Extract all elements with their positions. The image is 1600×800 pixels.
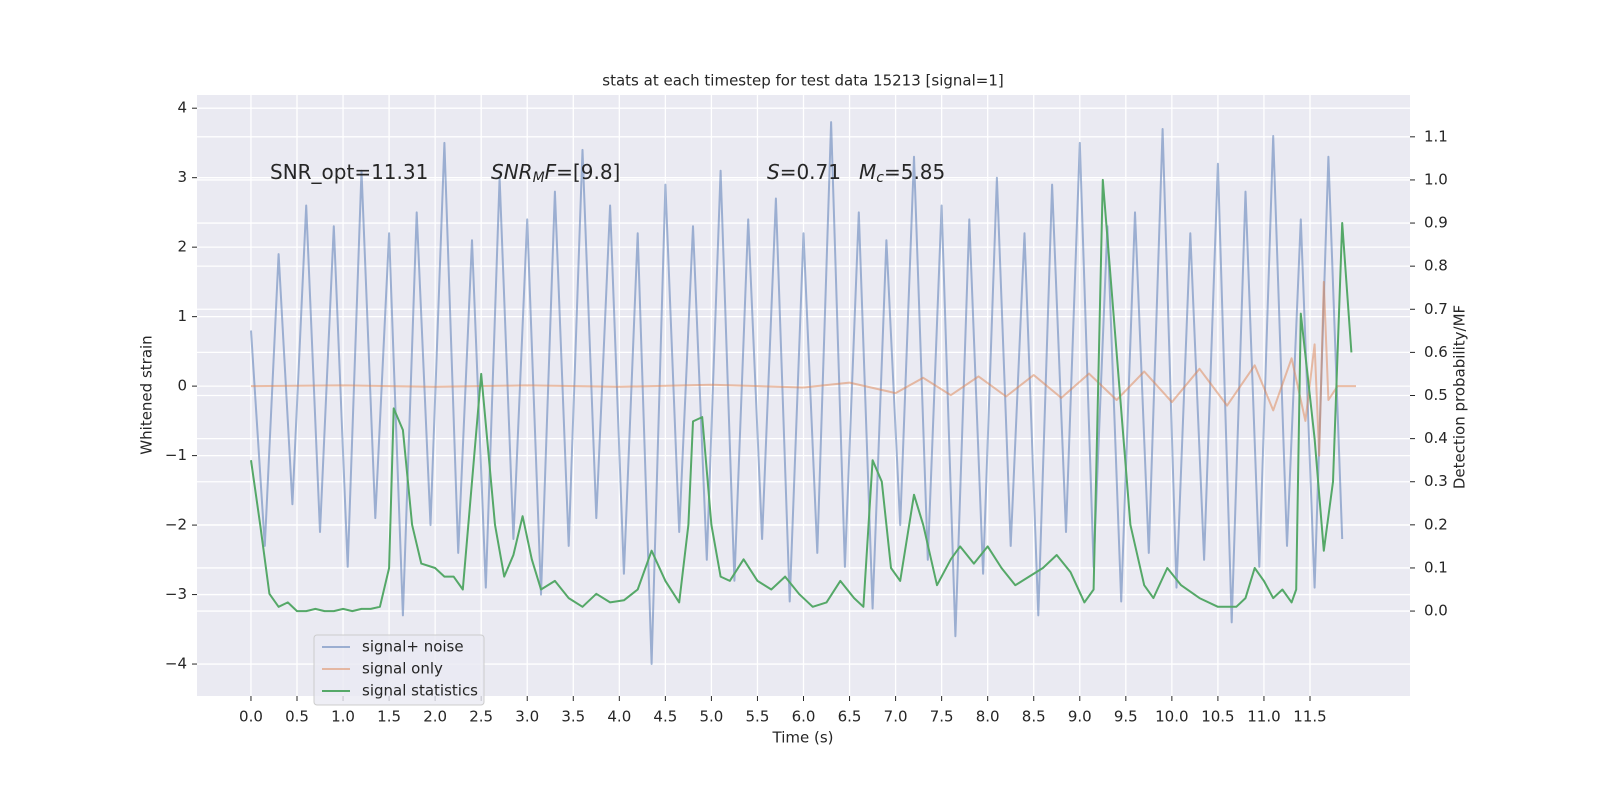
y2-tick-label: 1.1 <box>1424 127 1448 145</box>
y-tick-label: 3 <box>177 168 187 186</box>
y-tick-label: −2 <box>165 516 187 534</box>
annotation-part: =[9.8] <box>556 160 620 184</box>
x-tick-label: 2.0 <box>423 708 447 726</box>
x-tick-label: 0.0 <box>239 708 263 726</box>
y-axis-label: Whitened strain <box>138 335 156 454</box>
annotation: SNRMF=[9.8] <box>491 160 620 187</box>
y2-tick-label: 0.9 <box>1424 214 1448 232</box>
annotation-part: M <box>859 160 876 184</box>
x-tick-label: 7.5 <box>930 708 954 726</box>
y2-tick-label: 1.0 <box>1424 170 1448 188</box>
legend-label: signal statistics <box>362 682 478 700</box>
chart-title: stats at each timestep for test data 152… <box>602 72 1003 90</box>
y2-tick-label: 0.8 <box>1424 257 1448 275</box>
annotation-part: SNR <box>491 160 533 184</box>
x-tick-label: 8.0 <box>976 708 1000 726</box>
annotation-part: c <box>876 170 884 186</box>
x-tick-label: 1.0 <box>331 708 355 726</box>
y2-tick-label: 0.3 <box>1424 472 1448 490</box>
y2-tick-label: 0.2 <box>1424 515 1448 533</box>
x-tick-label: 2.5 <box>469 708 493 726</box>
y-tick-label: 2 <box>177 238 187 256</box>
x-tick-label: 3.5 <box>561 708 585 726</box>
y2-tick-label: 0.7 <box>1424 300 1448 318</box>
x-tick-label: 0.5 <box>285 708 309 726</box>
x-tick-label: 6.0 <box>792 708 816 726</box>
y2-tick-label: 0.1 <box>1424 558 1448 576</box>
series-line <box>250 121 1344 665</box>
x-tick-label: 11.0 <box>1247 708 1280 726</box>
grid <box>197 95 1410 696</box>
annotation-part: M <box>533 170 545 186</box>
legend-label: signal only <box>362 660 443 678</box>
x-tick-label: 10.0 <box>1155 708 1188 726</box>
annotation-part: =0.71 <box>780 160 841 184</box>
x-tick-label: 4.5 <box>653 708 677 726</box>
axes: 0.0 0.5 1.0 1.5 2.0 2.5 3.0 3.5 4.0 4.5 5.0 5.5 6.0 6… <box>165 99 1448 726</box>
series-line <box>250 280 1356 457</box>
annotation-part: F <box>545 160 557 184</box>
y2-tick-label: 0.4 <box>1424 429 1448 447</box>
y2-axis-label: Detection probability/MF <box>1451 305 1469 489</box>
x-axis-label: Time (s) <box>772 729 834 747</box>
x-tick-label: 5.5 <box>746 708 770 726</box>
y-tick-label: 4 <box>177 99 187 117</box>
legend-label: signal+ noise <box>362 638 464 656</box>
x-tick-label: 3.0 <box>515 708 539 726</box>
x-tick-label: 1.5 <box>377 708 401 726</box>
x-tick-label: 6.5 <box>838 708 862 726</box>
y-tick-label: −4 <box>165 655 187 673</box>
annotation-part: S <box>767 160 780 184</box>
x-tick-label: 7.0 <box>884 708 908 726</box>
x-tick-label: 4.0 <box>607 708 631 726</box>
annotation-part: SNR_opt=11.31 <box>270 160 428 184</box>
y2-tick-label: 0.0 <box>1424 602 1448 620</box>
annotation: Mc=5.85 <box>859 160 945 187</box>
x-tick-label: 10.5 <box>1201 708 1234 726</box>
y-tick-label: −3 <box>165 585 187 603</box>
x-tick-label: 9.5 <box>1114 708 1138 726</box>
annotation-part: =5.85 <box>884 160 945 184</box>
legend-box <box>313 634 485 706</box>
y2-tick-label: 0.6 <box>1424 343 1448 361</box>
y2-tick-label: 0.5 <box>1424 386 1448 404</box>
x-tick-label: 8.5 <box>1022 708 1046 726</box>
annotation: SNR_opt=11.31 <box>270 160 428 184</box>
x-tick-label: 5.0 <box>699 708 723 726</box>
annotation: S=0.71 <box>767 160 841 184</box>
y-tick-label: 1 <box>177 307 187 325</box>
x-tick-label: 9.0 <box>1068 708 1092 726</box>
y-tick-label: −1 <box>165 446 187 464</box>
series-line <box>250 178 1353 613</box>
x-tick-label: 11.5 <box>1293 708 1326 726</box>
y-tick-label: 0 <box>177 377 187 395</box>
lines <box>250 121 1356 665</box>
